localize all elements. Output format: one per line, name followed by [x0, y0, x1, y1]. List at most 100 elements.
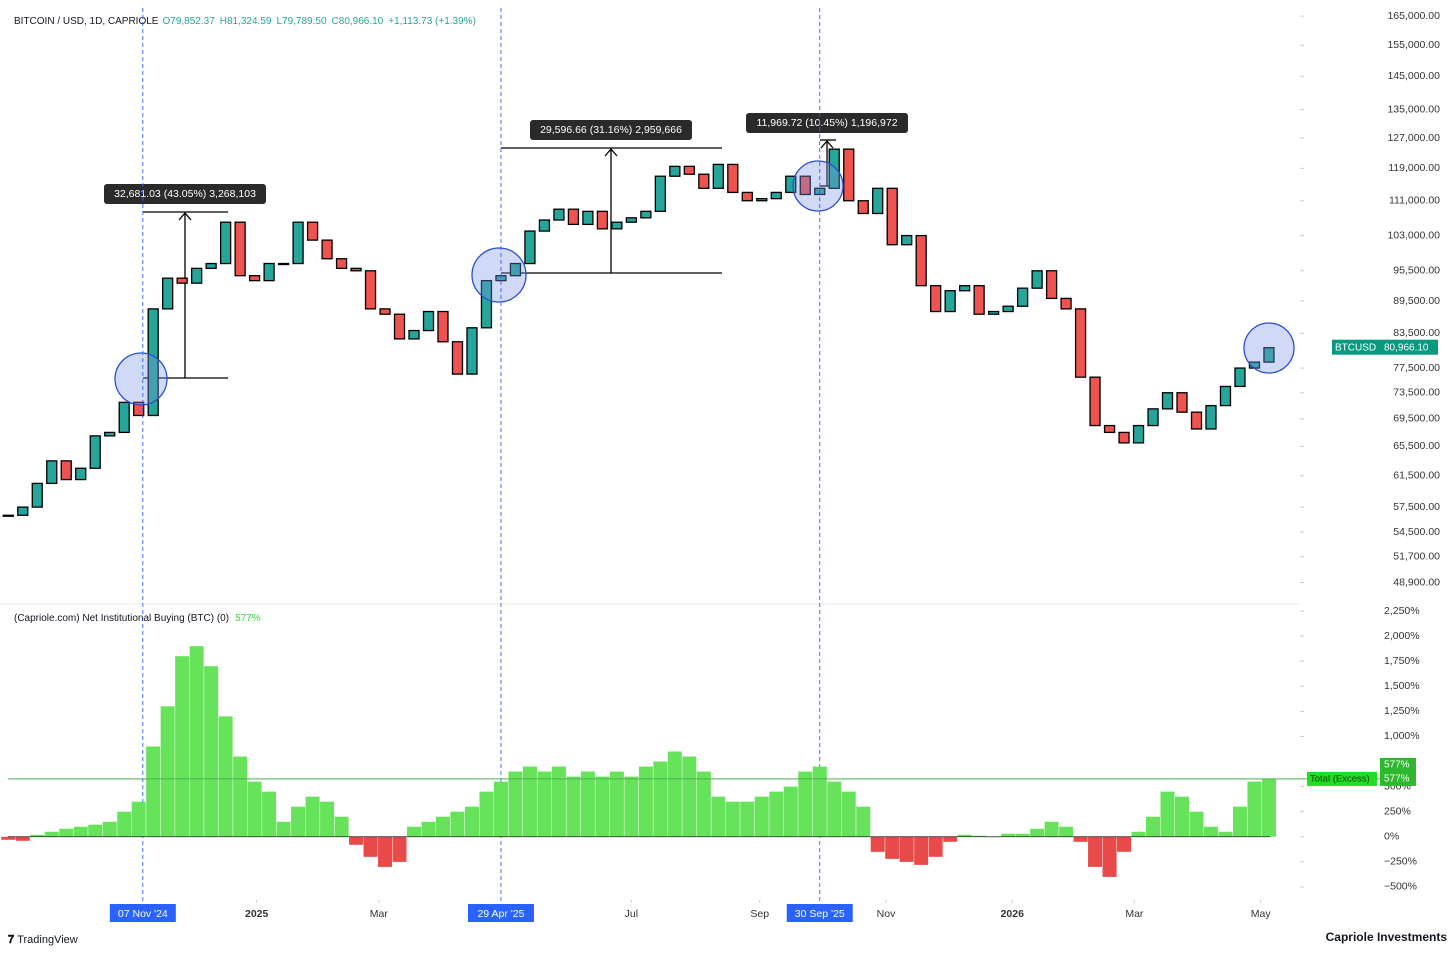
candle	[901, 234, 913, 246]
low: L79,789.50	[276, 16, 326, 27]
candle	[335, 258, 348, 270]
histogram-bar	[233, 756, 248, 837]
histogram-bar	[44, 831, 59, 837]
histogram-bar	[1030, 828, 1045, 837]
measure-label: 11,969.72 (10.45%) 1,196,972	[756, 117, 897, 129]
candle	[1263, 347, 1275, 363]
measure-label: 29,596.66 (31.16%) 2,959,666	[540, 124, 682, 136]
histogram-bar	[928, 836, 943, 857]
histogram-bar	[1203, 826, 1218, 837]
histogram-bar	[1001, 833, 1016, 837]
histogram-bar	[1232, 806, 1247, 837]
marker-badge	[109, 904, 176, 922]
histogram-bar	[1015, 833, 1030, 837]
candle	[1219, 385, 1232, 407]
histogram-bar	[378, 836, 393, 867]
candle	[133, 401, 145, 417]
candle	[437, 310, 449, 343]
y-tick-label: 1,500%	[1384, 680, 1420, 692]
histogram-bar	[59, 828, 74, 837]
histogram-bar	[146, 746, 161, 837]
candle	[1002, 305, 1014, 313]
histogram-bar	[551, 766, 566, 837]
histogram-bar	[638, 766, 653, 837]
y-tick-label: 51,700.00	[1393, 550, 1440, 562]
histogram-bar	[291, 806, 306, 837]
histogram-bar	[740, 801, 755, 837]
histogram-bar	[1160, 791, 1175, 837]
x-tick-label: 2026	[1001, 908, 1025, 920]
candle	[1205, 404, 1217, 430]
histogram-bar	[1, 836, 16, 840]
y-tick-label: 0%	[1384, 831, 1399, 843]
histogram-bar	[624, 776, 639, 837]
histogram-bar	[812, 766, 827, 837]
y-tick-label: 73,500.00	[1393, 387, 1440, 399]
candle	[2, 514, 14, 517]
candle	[930, 285, 942, 313]
indicator-name: (Capriole.com) Net Institutional Buying …	[14, 613, 229, 624]
histogram-bar	[725, 801, 740, 837]
candle	[987, 310, 1000, 315]
histogram-bar	[885, 836, 900, 859]
histogram-bar	[899, 836, 914, 862]
histogram-bar	[15, 836, 30, 841]
y-tick-label: 145,000.00	[1387, 70, 1440, 82]
candle	[277, 262, 290, 266]
candle	[509, 262, 522, 277]
histogram-bar	[421, 821, 436, 837]
candle	[1234, 367, 1246, 388]
candle	[1190, 411, 1203, 430]
candle	[263, 262, 275, 282]
candle	[712, 163, 724, 189]
histogram-bar	[30, 834, 45, 837]
histogram-bar	[88, 824, 103, 837]
histogram-bar	[493, 781, 508, 837]
histogram-bar	[754, 796, 769, 837]
candle	[480, 279, 493, 329]
candle	[1031, 270, 1043, 289]
histogram-bar	[363, 836, 378, 857]
candle	[1103, 424, 1116, 434]
value-badge-label: 577%	[1384, 760, 1410, 771]
close: C80,966.10	[332, 16, 384, 27]
candle	[60, 460, 72, 481]
histogram-bar	[479, 791, 494, 837]
y-tick-label: −250%	[1384, 856, 1417, 868]
last-price: 80,966.10	[1384, 342, 1429, 353]
candle	[625, 217, 638, 223]
histogram-bar	[334, 816, 349, 837]
x-tick-label: Mar	[1125, 908, 1144, 920]
marker-badge	[786, 904, 853, 922]
histogram-bar	[1146, 816, 1161, 837]
histogram-bar	[1261, 778, 1276, 837]
y-tick-label: 95,500.00	[1393, 265, 1440, 277]
highlight-circles	[114, 160, 1295, 406]
candle	[596, 210, 609, 230]
x-tick-label: Mar	[370, 908, 389, 920]
histogram-bar	[175, 656, 190, 837]
histogram-bar	[1059, 826, 1074, 837]
change: +1,113.73 (+1.39%)	[388, 16, 476, 27]
y-tick-label: 83,500.00	[1393, 327, 1440, 339]
footer-left: TradingView	[17, 934, 78, 946]
histogram-bar	[102, 821, 117, 837]
histogram-bar	[218, 716, 233, 837]
candle	[31, 482, 43, 508]
histogram-bar	[204, 666, 219, 837]
y-tick-label: 2,000%	[1384, 630, 1420, 642]
marker-label: 29 Apr '25	[477, 908, 524, 920]
histogram-bar	[117, 811, 132, 837]
candle	[582, 210, 594, 226]
header: BITCOIN / USD, 1D, CAPRIOLE O79,852.37 H81…	[14, 16, 476, 27]
histogram-bar	[320, 801, 335, 837]
candle	[118, 401, 130, 434]
candle	[1045, 270, 1058, 300]
histogram-bar	[1088, 836, 1103, 867]
candle	[654, 175, 667, 212]
candle	[248, 275, 261, 282]
y-tick-label: 1,000%	[1384, 730, 1420, 742]
candle	[640, 210, 652, 219]
candle	[741, 191, 753, 202]
histogram-bar	[435, 816, 450, 837]
